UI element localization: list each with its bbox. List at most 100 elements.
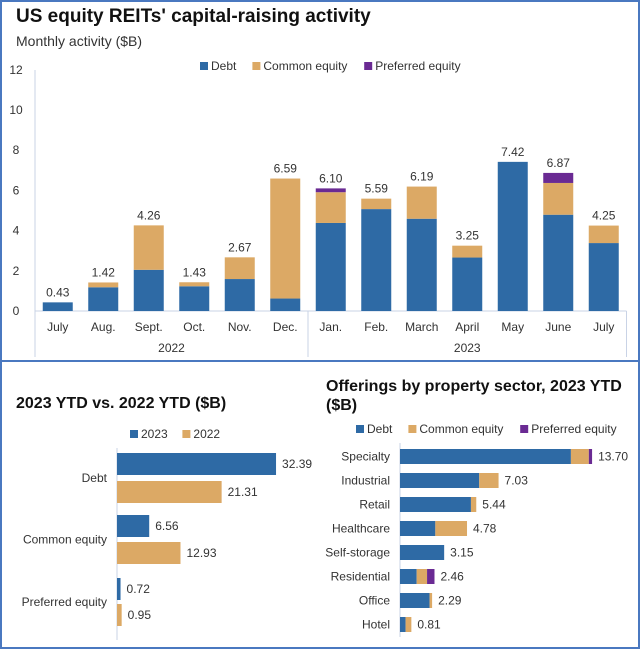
bar-debt — [88, 287, 119, 311]
data-label: 0.72 — [127, 582, 151, 596]
y-tick-label: 12 — [9, 63, 23, 77]
category-label: Residential — [331, 570, 390, 584]
data-label: 21.31 — [228, 485, 258, 499]
bar-preferred-equity — [543, 172, 574, 183]
data-label: 0.81 — [417, 618, 441, 632]
bar-common-equity — [179, 282, 210, 287]
data-label: 4.26 — [137, 208, 161, 222]
bar-common-equity — [416, 569, 428, 584]
bar-common-equity — [133, 225, 164, 270]
bar-common-equity — [429, 593, 433, 608]
data-label: 1.43 — [183, 265, 207, 279]
legend-label: Common equity — [419, 422, 503, 436]
legend-label: 2022 — [193, 427, 220, 441]
bar-common-equity — [270, 178, 301, 299]
bar-debt — [133, 269, 164, 311]
bar-debt — [452, 257, 483, 311]
bar-2023 — [117, 515, 150, 537]
bar-common-equity — [315, 192, 346, 223]
bar-debt — [400, 497, 471, 512]
data-label: 12.93 — [186, 546, 216, 560]
bar-common-equity — [470, 497, 477, 512]
data-label: 32.39 — [282, 457, 312, 471]
data-label: 2.29 — [438, 594, 462, 608]
legend-swatch — [408, 425, 417, 433]
data-label: 6.19 — [410, 170, 434, 184]
bar-debt — [400, 617, 406, 632]
x-tick-label: Jan. — [319, 320, 342, 334]
x-tick-label: July — [47, 320, 68, 334]
bar-debt — [179, 286, 210, 311]
data-label: 6.10 — [319, 171, 343, 185]
x-tick-label: Sept. — [135, 320, 163, 334]
legend-swatch — [364, 62, 373, 70]
x-tick-label: Dec. — [273, 320, 298, 334]
chart-title: US equity REITs' capital-raising activit… — [16, 6, 371, 27]
x-tick-label: June — [545, 320, 571, 334]
data-label: 5.44 — [482, 498, 506, 512]
data-label: 2.46 — [440, 570, 464, 584]
x-tick-label: April — [455, 320, 479, 334]
legend-label: Debt — [211, 59, 237, 73]
category-label: Debt — [82, 471, 108, 485]
bar-debt — [400, 593, 430, 608]
group-label: 2022 — [158, 341, 185, 355]
category-label: Industrial — [341, 474, 390, 488]
bar-common-equity — [224, 257, 255, 280]
category-label: Hotel — [362, 618, 390, 632]
ytd-chart-title: 2023 YTD vs. 2022 YTD ($B) — [16, 395, 227, 412]
bar-common-equity — [452, 245, 483, 258]
bar-common-equity — [406, 186, 437, 219]
bar-2023 — [117, 578, 121, 600]
data-label: 7.42 — [501, 145, 525, 159]
data-label: 6.59 — [274, 162, 298, 176]
bar-debt — [543, 214, 574, 311]
x-tick-label: Feb. — [364, 320, 388, 334]
y-tick-label: 6 — [13, 183, 20, 197]
monthly-chart: Debt Common equity Preferred equity 0 2 4 6 8 10… — [9, 59, 627, 357]
data-label: 3.15 — [450, 546, 474, 560]
bar-debt — [361, 209, 392, 311]
bar-debt — [400, 449, 571, 464]
bar-common-equity — [435, 521, 468, 536]
bar-common-equity — [570, 449, 589, 464]
bottom-panel-frame — [0, 360, 640, 649]
legend-swatch — [182, 430, 191, 438]
sector-chart-title: Offerings by property sector, 2023 YTD (… — [326, 378, 622, 414]
data-label: 6.56 — [155, 519, 179, 533]
legend-swatch — [520, 425, 529, 433]
y-tick-label: 0 — [13, 304, 20, 318]
bar-2022 — [117, 604, 122, 626]
legend-label: Preferred equity — [375, 59, 460, 73]
legend-label: Debt — [367, 422, 393, 436]
category-label: Healthcare — [332, 522, 390, 536]
bar-2022 — [117, 542, 181, 564]
x-tick-label: Aug. — [91, 320, 116, 334]
bar-debt — [42, 302, 73, 311]
category-label: Specialty — [341, 450, 390, 464]
bar-debt — [400, 569, 417, 584]
legend-swatch — [200, 62, 208, 70]
bar-preferred-equity — [315, 188, 346, 193]
legend-label: 2023 — [141, 427, 168, 441]
data-label: 5.59 — [365, 182, 389, 196]
bar-common-equity — [479, 473, 499, 488]
legend-label: Common equity — [263, 59, 347, 73]
bar-2022 — [117, 481, 222, 503]
category-label: Office — [359, 594, 390, 608]
bar-preferred-equity — [427, 569, 435, 584]
bar-debt — [497, 161, 528, 311]
category-label: Self-storage — [325, 546, 390, 560]
category-label: Retail — [359, 498, 390, 512]
bar-common-equity — [405, 617, 412, 632]
data-label: 13.70 — [598, 450, 628, 464]
bar-2023 — [117, 453, 277, 475]
bar-debt — [400, 521, 436, 536]
category-label: Common equity — [23, 533, 107, 547]
bar-debt — [400, 545, 445, 560]
bar-common-equity — [361, 198, 392, 210]
x-tick-label: Nov. — [228, 320, 252, 334]
data-label: 3.25 — [456, 229, 480, 243]
x-tick-label: Oct. — [183, 320, 205, 334]
